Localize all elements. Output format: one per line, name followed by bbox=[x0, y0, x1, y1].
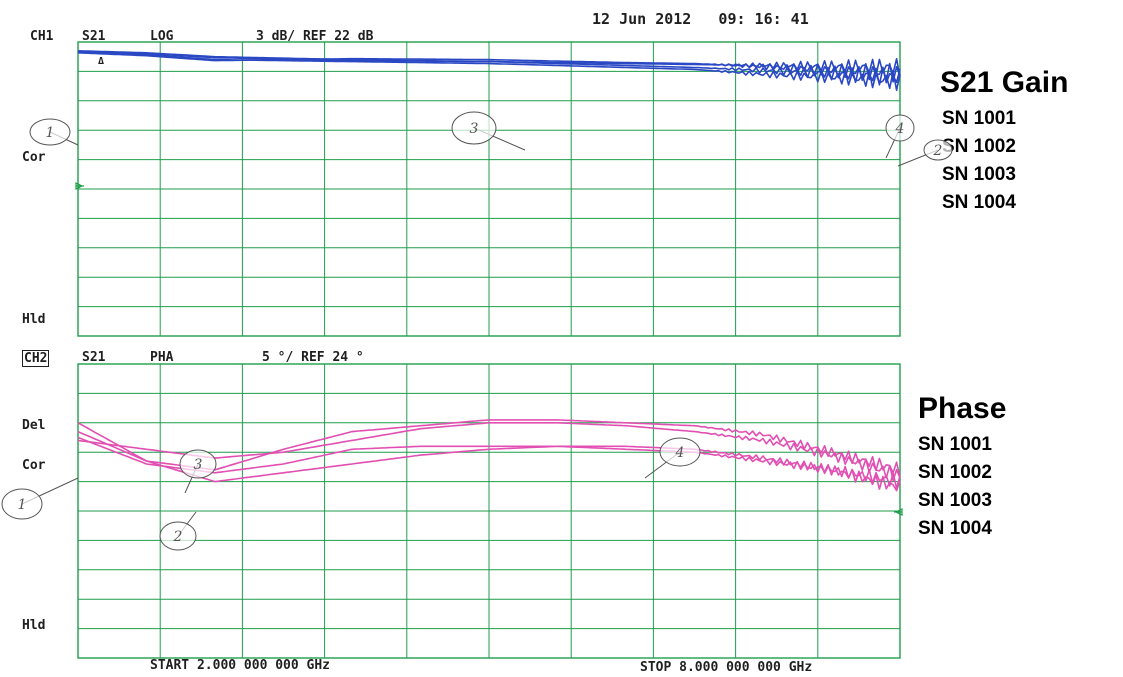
phase-annotation-circle bbox=[1, 488, 43, 520]
phase-legend-title: Phase bbox=[918, 392, 1007, 425]
stop-frequency: STOP 8.000 000 000 GHz bbox=[640, 660, 813, 675]
phase-hld-label: Hld bbox=[22, 618, 46, 633]
gain-annotation-circle bbox=[451, 111, 497, 145]
phase-annotation-circle bbox=[179, 449, 217, 479]
ch2-scale: 5 °/ REF 24 ° bbox=[262, 350, 364, 365]
phase-legend-item: SN 1001 bbox=[918, 434, 992, 455]
phase-legend-item: SN 1002 bbox=[918, 462, 992, 483]
phase-legend-item: SN 1003 bbox=[918, 490, 992, 511]
ch1-scale: 3 dB/ REF 22 dB bbox=[256, 29, 374, 44]
phase-annotation-number: 1 bbox=[18, 497, 27, 513]
phase-reference-marker bbox=[894, 508, 903, 516]
phase-series-line bbox=[77, 430, 901, 492]
phase-annotation-number: 2 bbox=[173, 529, 183, 545]
gain-reference-marker bbox=[75, 182, 84, 190]
ch1-format: LOG bbox=[150, 29, 174, 44]
ch1-param: S21 bbox=[82, 29, 106, 44]
gain-annotation-circle bbox=[923, 139, 953, 161]
phase-annotation-circle bbox=[659, 437, 701, 467]
gain-legend-item: SN 1004 bbox=[942, 192, 1016, 213]
gain-legend-item: SN 1002 bbox=[942, 136, 1016, 157]
gain-annotation-number: 4 bbox=[895, 121, 905, 137]
gain-annotation-number: 3 bbox=[470, 121, 479, 137]
gain-annotation-number: 1 bbox=[46, 125, 55, 141]
start-frequency: START 2.000 000 000 GHz bbox=[150, 658, 331, 673]
gain-legend-item: SN 1003 bbox=[942, 164, 1016, 185]
timestamp: 12 Jun 2012 09: 16: 41 bbox=[592, 10, 809, 28]
phase-annotation-circle bbox=[159, 521, 197, 551]
gain-cor-label: Cor bbox=[22, 150, 46, 165]
gain-annotation-number: 2 bbox=[933, 143, 943, 159]
ch2-param: S21 bbox=[82, 350, 106, 365]
gain-series-line bbox=[77, 52, 901, 83]
gain-series-line bbox=[77, 51, 901, 78]
gain-series-line bbox=[77, 51, 901, 91]
ch2-format: PHA bbox=[150, 350, 174, 365]
gain-legend-item: SN 1001 bbox=[942, 108, 1016, 129]
phase-series-line bbox=[77, 421, 901, 482]
gain-hld-label: Hld bbox=[22, 312, 46, 327]
gain-marker-label: Δ bbox=[98, 56, 105, 67]
gain-annotation-circle bbox=[885, 114, 915, 142]
phase-annotation-number: 4 bbox=[675, 445, 685, 461]
ch2-channel: CH2 bbox=[22, 350, 50, 367]
phase-cor-label: Cor bbox=[22, 458, 46, 473]
phase-legend-item: SN 1004 bbox=[918, 518, 992, 539]
phase-del-label: Del bbox=[22, 418, 46, 433]
ch1-channel: CH1 bbox=[30, 29, 54, 44]
phase-annotation-number: 3 bbox=[194, 457, 203, 473]
gain-legend-title: S21 Gain bbox=[940, 66, 1069, 99]
phase-series-line bbox=[77, 436, 901, 490]
gain-annotation-circle bbox=[29, 118, 71, 146]
